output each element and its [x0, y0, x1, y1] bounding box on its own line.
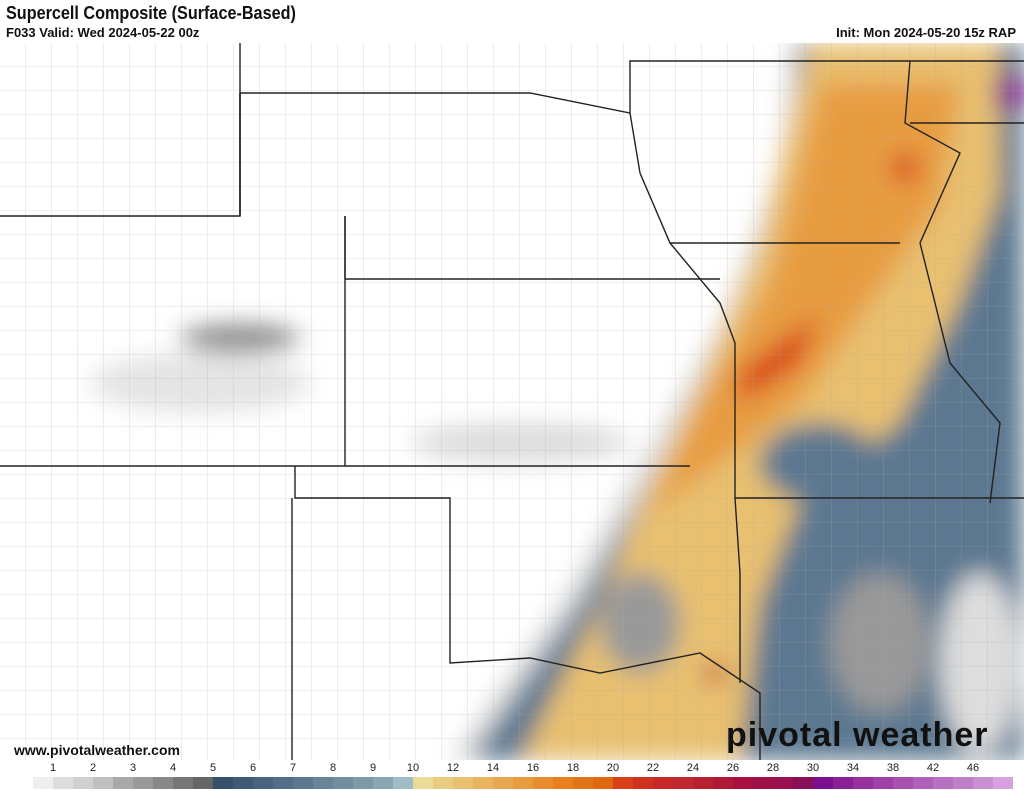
colorbar-cell [213, 777, 233, 789]
colorbar-cell [673, 777, 693, 789]
colorbar-label: 26 [726, 762, 740, 774]
valid-time: F033 Valid: Wed 2024-05-22 00z [6, 25, 200, 40]
colorbar-label: 38 [886, 762, 900, 774]
colorbar-cell [933, 777, 953, 789]
colorbar-label: 7 [289, 762, 297, 774]
colorbar-cell [493, 777, 513, 789]
colorbar-label: 16 [526, 762, 540, 774]
colorbar-cell [773, 777, 793, 789]
colorbar-label: 28 [766, 762, 780, 774]
colorbar-cell [833, 777, 853, 789]
colorbar-cell [473, 777, 493, 789]
colorbar-label: 4 [169, 762, 177, 774]
colorbar-cell [753, 777, 773, 789]
page-title: Supercell Composite (Surface-Based) [6, 3, 296, 23]
colorbar-label: 42 [926, 762, 940, 774]
colorbar-cell [73, 777, 93, 789]
colorbar-cell [113, 777, 133, 789]
colorbar-label: 14 [486, 762, 500, 774]
logo: pivotal weather [726, 716, 989, 754]
colorbar-label: 22 [646, 762, 660, 774]
colorbar-cell [813, 777, 833, 789]
colorbar-label: 24 [686, 762, 700, 774]
colorbar-cell [693, 777, 713, 789]
colorbar-cell [953, 777, 973, 789]
colorbar-cell [33, 777, 53, 789]
colorbar-label: 6 [249, 762, 257, 774]
colorbar-cell [573, 777, 593, 789]
state-borders [0, 43, 1024, 760]
colorbar-cell [873, 777, 893, 789]
colorbar-cell [53, 777, 73, 789]
colorbar-cell [173, 777, 193, 789]
colorbar-cell [253, 777, 273, 789]
colorbar-cell [353, 777, 373, 789]
colorbar-label: 46 [966, 762, 980, 774]
colorbar-cell [193, 777, 213, 789]
colorbar-cell [793, 777, 813, 789]
init-time: Init: Mon 2024-05-20 15z RAP [836, 25, 1016, 40]
colorbar-cell [333, 777, 353, 789]
colorbar-cell [913, 777, 933, 789]
colorbar-label: 20 [606, 762, 620, 774]
colorbar-label: 3 [129, 762, 137, 774]
colorbar-cell [733, 777, 753, 789]
colorbar-cell [613, 777, 633, 789]
colorbar-cell [633, 777, 653, 789]
weather-map[interactable] [0, 43, 1024, 760]
website-label: www.pivotalweather.com [14, 742, 180, 758]
colorbar-cell [513, 777, 533, 789]
colorbar-cell [393, 777, 413, 789]
colorbar-cell [293, 777, 313, 789]
colorbar-cell [653, 777, 673, 789]
colorbar-cell [553, 777, 573, 789]
colorbar-label: 30 [806, 762, 820, 774]
colorbar-cell [713, 777, 733, 789]
colorbar-cell [533, 777, 553, 789]
colorbar-cell [593, 777, 613, 789]
colorbar-label: 12 [446, 762, 460, 774]
colorbar-label: 34 [846, 762, 860, 774]
colorbar-label: 18 [566, 762, 580, 774]
colorbar-cell [453, 777, 473, 789]
colorbar-cells [13, 777, 1013, 789]
colorbar-label: 9 [369, 762, 377, 774]
colorbar-cell [893, 777, 913, 789]
colorbar-cell [13, 777, 33, 789]
colorbar-cell [93, 777, 113, 789]
colorbar-cell [853, 777, 873, 789]
colorbar-cell [993, 777, 1013, 789]
colorbar-cell [153, 777, 173, 789]
colorbar-cell [133, 777, 153, 789]
colorbar-cell [973, 777, 993, 789]
colorbar-cell [233, 777, 253, 789]
colorbar-label: 1 [49, 762, 57, 774]
colorbar-labels: 1 2 3 4 5 6 7 8 9 10 12 14 16 18 20 22 24 26 28 30 34 38 42 46 [0, 762, 1024, 776]
colorbar-label: 2 [89, 762, 97, 774]
colorbar-cell [273, 777, 293, 789]
colorbar-cell [433, 777, 453, 789]
colorbar-label: 8 [329, 762, 337, 774]
colorbar: 1 2 3 4 5 6 7 8 9 10 12 14 16 18 20 22 24 26 28 30 34 38 42 46 [0, 760, 1024, 791]
colorbar-cell [413, 777, 433, 789]
colorbar-label: 10 [406, 762, 420, 774]
colorbar-cell [373, 777, 393, 789]
colorbar-cell [313, 777, 333, 789]
colorbar-label: 5 [209, 762, 217, 774]
